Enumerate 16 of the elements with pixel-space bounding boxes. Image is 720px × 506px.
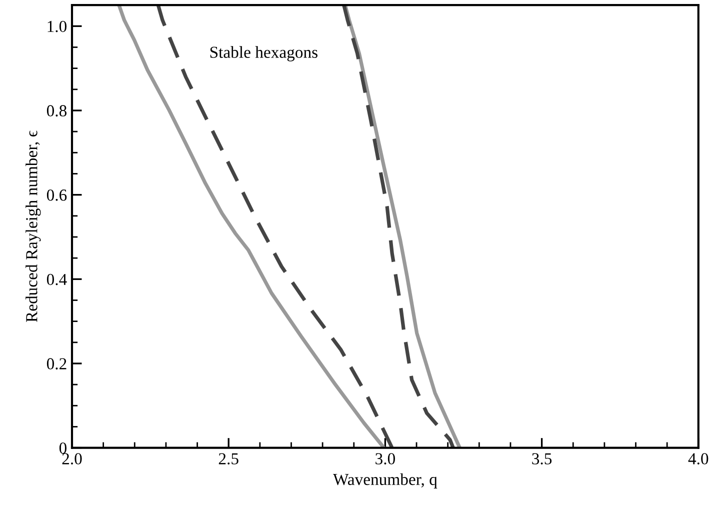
y-tick-label: 0.8	[46, 105, 67, 116]
y-tick-label: 0	[59, 442, 67, 454]
x-tick-label: 4.0	[688, 453, 708, 464]
annotation: Stable hexagons	[210, 46, 318, 62]
x-tick-label: 2.5	[218, 453, 238, 464]
y-tick-label: 0.2	[46, 358, 66, 370]
y-tick-label: 0.6	[46, 190, 67, 201]
line-series	[117, 5, 386, 448]
x-tick-label: 3.5	[532, 453, 552, 464]
x-tick-label: 3.0	[376, 453, 395, 464]
x-axis-title: Wavenumber, q	[332, 473, 438, 488]
x-tick-label: 2.0	[62, 453, 82, 464]
y-tick-label: 1.0	[48, 20, 67, 32]
y-axis-title: Reduced Rayleigh number, ϵ	[26, 130, 41, 322]
y-tick-label: 0.4	[46, 274, 67, 286]
line-series	[156, 5, 394, 448]
